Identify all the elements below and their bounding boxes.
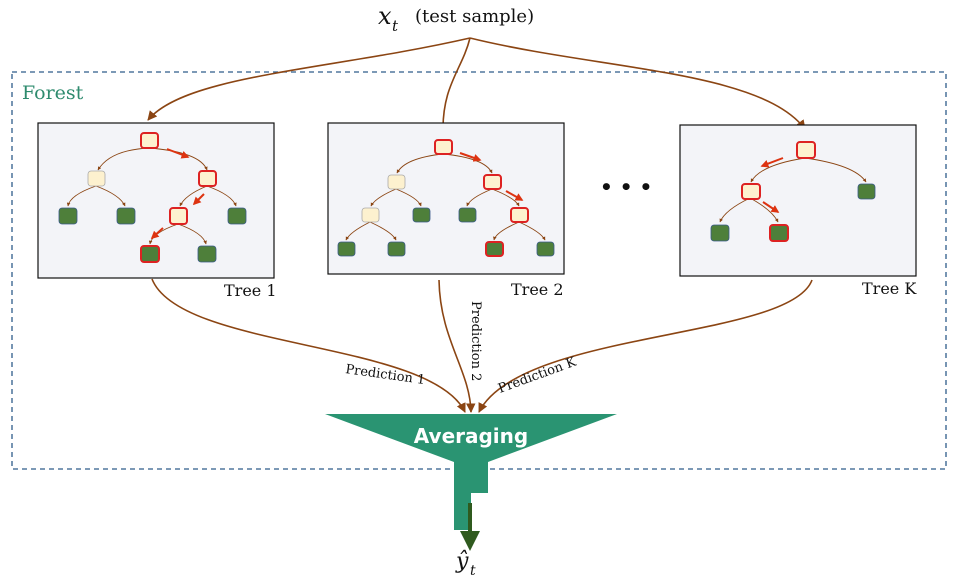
test-sample-label: x t (test sample) — [378, 2, 534, 35]
input-arrow-tree-2 — [438, 37, 471, 134]
input-subscript: t — [392, 17, 399, 35]
tree-k-leaf — [710, 224, 730, 242]
tree-1-leaf — [197, 245, 217, 263]
tree-1-leaf — [227, 207, 247, 225]
input-symbol: x — [378, 2, 392, 30]
tree-2-leaf — [337, 241, 356, 257]
tree-1-leaf-selected — [140, 245, 160, 263]
tree-2-panel: Tree 2 — [327, 122, 565, 299]
output-subscript: t — [470, 563, 476, 579]
tree-2-node-active — [483, 174, 502, 190]
tree-1-label: Tree 1 — [224, 281, 277, 300]
prediction-k-label: Prediction K — [496, 355, 578, 397]
averaging-label: Averaging — [414, 424, 528, 448]
tree-1-node — [87, 170, 106, 187]
tree-2-label: Tree 2 — [511, 280, 564, 299]
tree-2-nodes — [337, 139, 555, 257]
tree-2-root-node — [434, 139, 453, 155]
prediction-2-label: Prediction 2 — [468, 301, 483, 381]
tree-k-path-arrows — [760, 157, 784, 213]
tree-1-node-active — [169, 207, 188, 225]
input-arrow-tree-1 — [147, 37, 471, 121]
forest-label: Forest — [22, 82, 84, 104]
tree-1-leaf — [58, 207, 78, 225]
tree-1-nodes — [58, 132, 247, 263]
tree-k-panel: Tree K — [679, 124, 917, 298]
tree-2-leaf-selected — [485, 241, 504, 257]
averaging-funnel — [325, 414, 617, 530]
input-arrow-tree-k — [469, 37, 806, 130]
prediction-arrows — [151, 278, 813, 413]
tree-k-node-active — [741, 183, 761, 200]
tree-2-leaf — [412, 207, 431, 223]
output-symbol: ŷ — [455, 549, 469, 574]
tree-1-path-arrows — [150, 148, 205, 240]
tree-1-leaf — [116, 207, 136, 225]
tree-2-leaf — [458, 207, 477, 223]
tree-k-label: Tree K — [862, 279, 917, 298]
tree-k-leaf — [857, 183, 876, 200]
tree-2-node-active — [510, 207, 529, 223]
tree-k-leaf-selected — [769, 224, 789, 242]
tree-2-node — [387, 174, 406, 190]
ellipsis: • • • — [600, 175, 652, 199]
tree-1-root-node — [140, 132, 159, 149]
output-label: ŷ t — [455, 549, 476, 579]
input-arrows — [147, 37, 806, 134]
tree-1-panel: Tree 1 — [37, 122, 277, 300]
tree-2-leaf — [387, 241, 406, 257]
tree-k-root-node — [796, 141, 816, 159]
prediction-arrow-1 — [151, 278, 466, 413]
prediction-1-label: Prediction 1 — [344, 362, 426, 388]
tree-1-node-active — [198, 170, 217, 187]
tree-2-path-arrows — [459, 152, 524, 201]
tree-k-edges — [719, 157, 867, 223]
tree-k-nodes — [710, 141, 876, 242]
prediction-arrow-2 — [438, 279, 476, 413]
tree-2-node — [361, 207, 380, 223]
tree-2-leaf — [536, 241, 555, 257]
input-description: (test sample) — [415, 6, 534, 27]
prediction-arrow-k — [478, 279, 813, 413]
